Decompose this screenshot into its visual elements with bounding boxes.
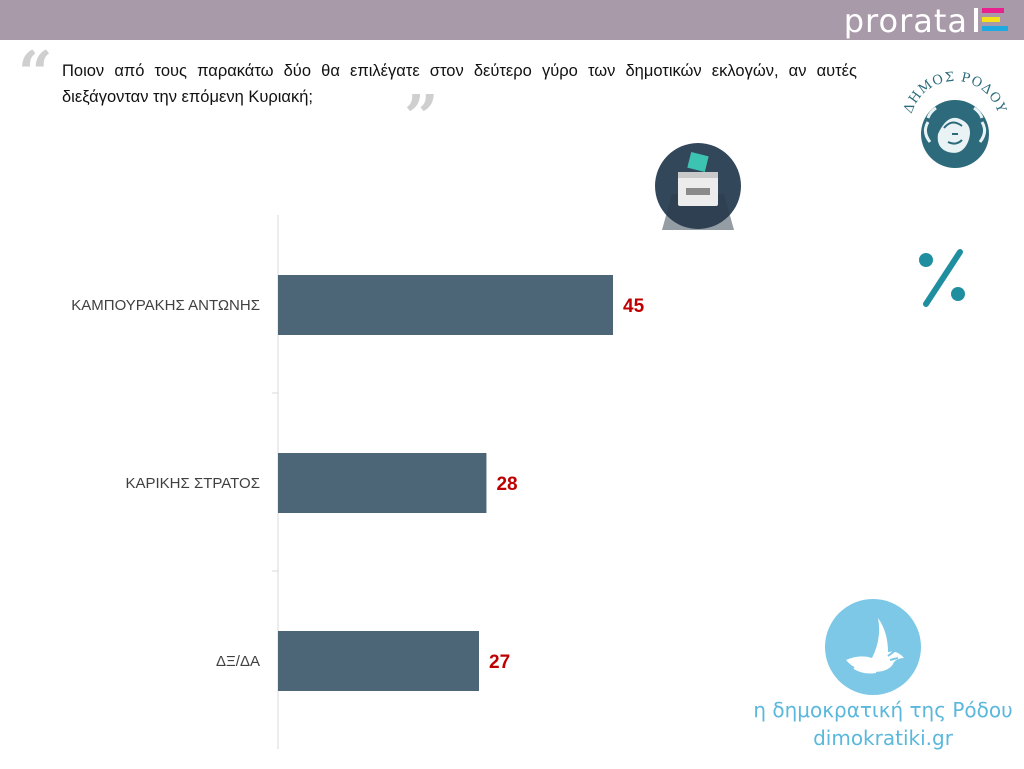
bar [278,275,613,335]
percent-icon [919,249,965,307]
brand-bars-icon [974,8,1008,32]
open-quote-icon: “ [18,39,53,109]
category-label: ΚΑΡΙΚΗΣ ΣΤΡΑΤΟΣ [125,475,260,492]
bar [278,453,487,513]
municipality-seal-logo: ΔΗΜΟΣ ΡΟΔΟΥ [901,70,1008,168]
ballot-box-icon [655,143,741,230]
data-label: 27 [489,652,510,673]
category-label: ΔΞ/ΔΑ [216,653,260,670]
question-text: Ποιον από τους παρακάτω δύο θα επιλέγατε… [62,62,857,106]
footer-site-url[interactable]: dimokratiki.gr [813,726,953,750]
brand-logo-text: prorata [843,2,968,40]
footer-site-name: η δημοκρατική της Ρόδου [753,698,1013,722]
close-quote-icon: ” [404,83,439,153]
top-bar: prorata [0,0,1024,40]
category-label: ΚΑΜΠΟΥΡΑΚΗΣ ΑΝΤΩΝΗΣ [71,297,260,314]
bar-chart: ΚΑΜΠΟΥΡΑΚΗΣ ΑΝΤΩΝΗΣ 45 ΚΑΡΙΚΗΣ ΣΤΡΑΤΟΣ 28 ΔΞ… [71,215,645,749]
data-label: 28 [496,474,517,495]
bar [278,631,479,691]
data-label: 45 [623,296,645,317]
dove-icon [825,599,921,695]
